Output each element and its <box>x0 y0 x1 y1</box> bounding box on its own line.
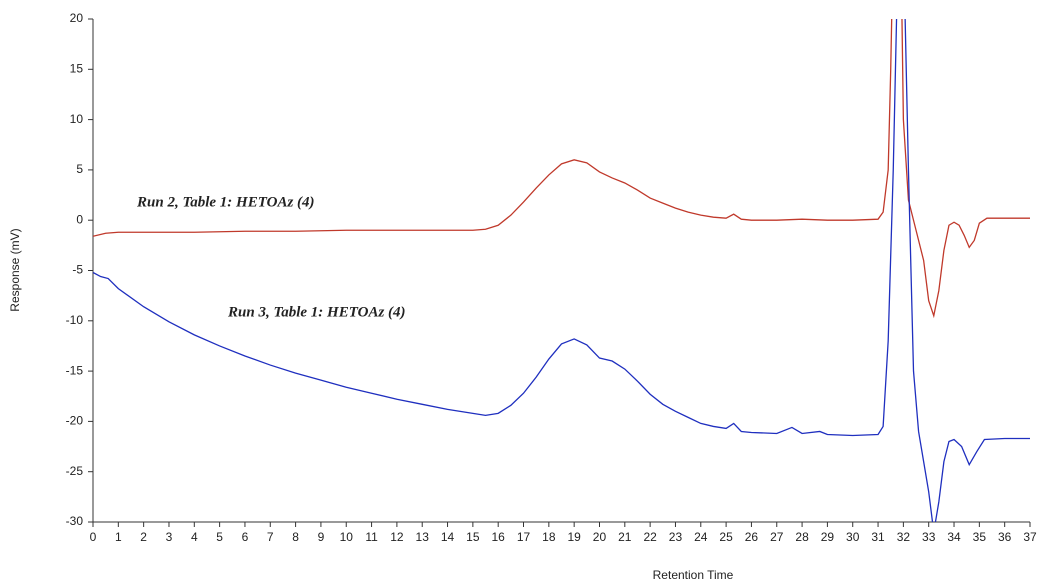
x-tick-label: 37 <box>1023 530 1037 544</box>
x-tick-label: 6 <box>242 530 249 544</box>
y-tick-label: 5 <box>76 162 83 176</box>
x-tick-label: 23 <box>669 530 683 544</box>
series-label: Run 2, Table 1: HETOAz (4) <box>136 194 315 210</box>
x-axis-title: Retention Time <box>653 568 734 582</box>
x-tick-label: 13 <box>416 530 430 544</box>
y-tick-label: -5 <box>72 263 83 277</box>
x-tick-label: 12 <box>390 530 404 544</box>
x-tick-label: 5 <box>216 530 223 544</box>
x-tick-label: 29 <box>821 530 835 544</box>
x-tick-label: 27 <box>770 530 784 544</box>
x-tick-label: 1 <box>115 530 122 544</box>
x-tick-label: 15 <box>466 530 480 544</box>
x-tick-label: 4 <box>191 530 198 544</box>
x-tick-label: 17 <box>517 530 531 544</box>
x-tick-label: 0 <box>90 530 97 544</box>
y-tick-label: 15 <box>70 61 84 75</box>
x-tick-label: 14 <box>441 530 455 544</box>
x-tick-label: 16 <box>492 530 506 544</box>
x-tick-label: 35 <box>973 530 987 544</box>
y-tick-label: -10 <box>66 313 84 327</box>
x-tick-label: 19 <box>567 530 581 544</box>
series-line <box>93 19 1030 522</box>
x-tick-label: 25 <box>719 530 733 544</box>
x-tick-label: 24 <box>694 530 708 544</box>
y-tick-label: -15 <box>66 363 84 377</box>
y-tick-label: -20 <box>66 414 84 428</box>
x-tick-label: 31 <box>871 530 885 544</box>
x-tick-label: 32 <box>897 530 911 544</box>
x-tick-label: 11 <box>365 530 378 544</box>
x-tick-label: 9 <box>318 530 325 544</box>
y-axis-title: Response (mV) <box>8 228 22 311</box>
x-tick-label: 30 <box>846 530 860 544</box>
x-tick-label: 20 <box>593 530 607 544</box>
x-tick-label: 8 <box>292 530 299 544</box>
x-tick-label: 36 <box>998 530 1012 544</box>
y-tick-label: 0 <box>76 212 83 226</box>
y-tick-label: 10 <box>70 112 84 126</box>
x-tick-label: 2 <box>140 530 147 544</box>
x-tick-label: 34 <box>947 530 961 544</box>
series-label: Run 3, Table 1: HETOAz (4) <box>227 304 406 320</box>
x-tick-label: 28 <box>795 530 809 544</box>
x-tick-label: 18 <box>542 530 556 544</box>
series-line <box>93 19 1030 319</box>
x-tick-label: 33 <box>922 530 936 544</box>
x-tick-label: 22 <box>643 530 657 544</box>
x-tick-label: 7 <box>267 530 274 544</box>
y-tick-label: 20 <box>70 11 84 25</box>
y-tick-label: -30 <box>66 514 84 528</box>
x-tick-label: 21 <box>618 530 632 544</box>
x-tick-label: 10 <box>340 530 354 544</box>
y-tick-label: -25 <box>66 464 84 478</box>
x-tick-label: 26 <box>745 530 759 544</box>
x-tick-label: 3 <box>166 530 173 544</box>
